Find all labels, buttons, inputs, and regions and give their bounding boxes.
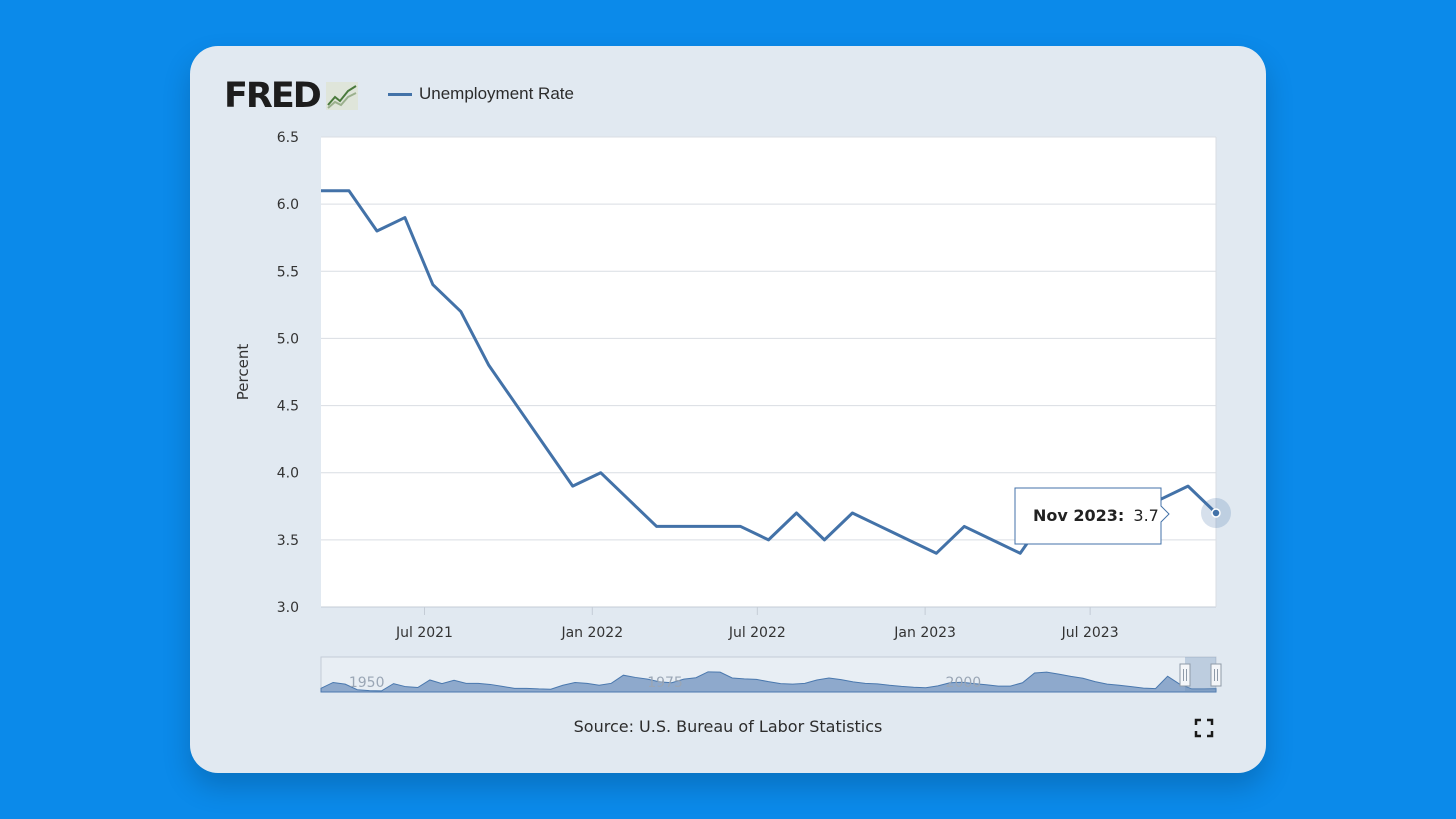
legend[interactable]: Unemployment Rate <box>388 84 574 104</box>
data-point[interactable] <box>543 444 547 448</box>
navigator-label: 2000 <box>946 675 982 691</box>
fred-chart-icon <box>325 82 358 110</box>
data-point[interactable] <box>1018 551 1022 555</box>
data-point[interactable] <box>934 551 938 555</box>
y-tick-label: 3.0 <box>277 600 299 616</box>
tooltip-label: Nov 2023: <box>1033 506 1124 525</box>
x-tick-label: Jul 2021 <box>395 625 453 641</box>
data-point[interactable] <box>599 471 603 475</box>
data-point[interactable] <box>850 511 854 515</box>
highlight-point[interactable] <box>1211 508 1221 518</box>
x-tick-label: Jan 2022 <box>560 625 623 641</box>
data-point[interactable] <box>375 229 379 233</box>
y-tick-label: 6.5 <box>277 130 299 146</box>
tooltip: Nov 2023: 3.7 <box>1014 487 1170 545</box>
svg-text:Nov 2023: 3.7: Nov 2023: 3.7 <box>1033 506 1159 525</box>
legend-swatch <box>388 92 412 96</box>
data-point[interactable] <box>431 283 435 287</box>
legend-label: Unemployment Rate <box>419 84 574 103</box>
x-tick-label: Jul 2023 <box>1061 625 1119 641</box>
data-point[interactable] <box>683 524 687 528</box>
fred-logo[interactable]: FRED <box>224 76 358 116</box>
data-point[interactable] <box>767 538 771 542</box>
tooltip-box <box>1014 487 1170 545</box>
data-point[interactable] <box>403 216 407 220</box>
data-point[interactable] <box>655 524 659 528</box>
x-tick-label: Jan 2023 <box>893 625 956 641</box>
navigator[interactable]: 1950 1975 2000 <box>320 656 1222 693</box>
y-axis: 6.5 6.0 5.5 5.0 4.5 4.0 3.5 3.0 <box>277 130 299 616</box>
navigator-handle-left[interactable] <box>1179 663 1191 687</box>
x-axis: Jul 2021 Jan 2022 Jul 2022 Jan 2023 Jul 2023 <box>395 607 1119 641</box>
fullscreen-icon[interactable] <box>1194 718 1214 738</box>
navigator-label: 1975 <box>647 675 683 691</box>
navigator-handle-right[interactable] <box>1210 663 1222 687</box>
data-point[interactable] <box>711 524 715 528</box>
data-point[interactable] <box>990 538 994 542</box>
navigator-label: 1950 <box>349 675 385 691</box>
data-point[interactable] <box>822 538 826 542</box>
y-axis-label: Percent <box>234 344 252 401</box>
data-point[interactable] <box>515 404 519 408</box>
y-tick-label: 4.5 <box>277 399 299 415</box>
data-point[interactable] <box>459 310 463 314</box>
y-tick-label: 5.0 <box>277 331 299 347</box>
data-point[interactable] <box>906 538 910 542</box>
data-point[interactable] <box>878 524 882 528</box>
data-point[interactable] <box>571 484 575 488</box>
data-point[interactable] <box>1186 484 1190 488</box>
data-point[interactable] <box>347 189 351 193</box>
data-point[interactable] <box>739 524 743 528</box>
data-point[interactable] <box>319 189 323 193</box>
x-tick-label: Jul 2022 <box>728 625 786 641</box>
navigator-area <box>320 671 1217 693</box>
y-tick-label: 5.5 <box>277 264 299 280</box>
fred-logo-text: FRED <box>224 75 322 116</box>
tooltip-value: 3.7 <box>1133 506 1158 525</box>
data-point[interactable] <box>627 498 631 502</box>
source-text: Source: U.S. Bureau of Labor Statistics <box>573 717 883 736</box>
y-tick-label: 6.0 <box>277 197 299 213</box>
data-point[interactable] <box>794 511 798 515</box>
data-point[interactable] <box>962 524 966 528</box>
y-tick-label: 4.0 <box>277 466 299 482</box>
y-tick-label: 3.5 <box>277 533 299 549</box>
data-point[interactable] <box>487 363 491 367</box>
